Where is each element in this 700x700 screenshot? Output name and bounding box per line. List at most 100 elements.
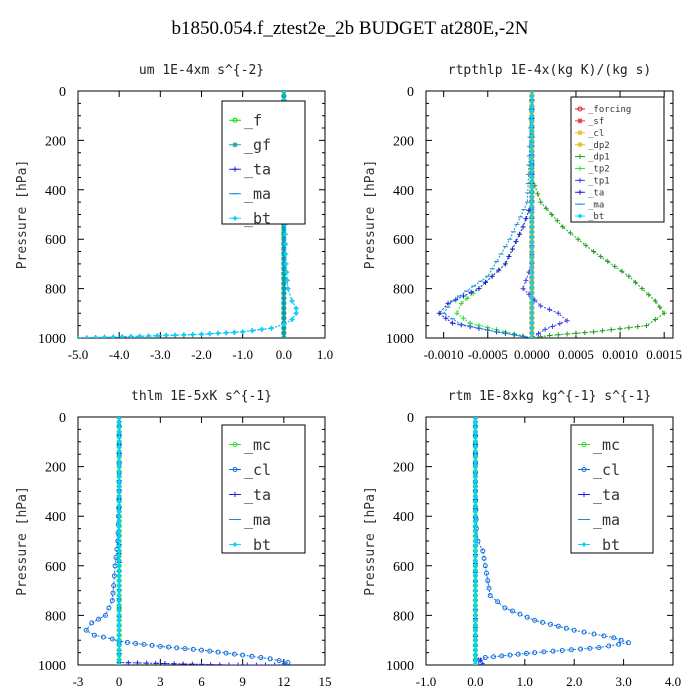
- x-tick-label: -3: [73, 674, 84, 689]
- data-point: [657, 304, 663, 310]
- legend-marker: [577, 189, 583, 195]
- data-point: [529, 133, 535, 139]
- data-point: [482, 563, 488, 569]
- chart-panel-3: thlm 1E-5xK s^{-1} Pressure [hPa] 0 200 400 6…: [15, 389, 332, 689]
- data-point: [529, 229, 535, 235]
- series-line-ma: [442, 91, 533, 338]
- data-point: [116, 478, 122, 484]
- data-point: [591, 631, 597, 637]
- data-point: [564, 318, 570, 324]
- y-tick-label: 600: [45, 233, 66, 248]
- legend-marker: [577, 142, 583, 148]
- data-point: [596, 645, 602, 651]
- data-point: [472, 642, 478, 648]
- data-point: [529, 310, 535, 316]
- data-point: [110, 334, 116, 338]
- legend-marker: [581, 467, 587, 472]
- data-point: [259, 326, 265, 332]
- data-point: [526, 207, 532, 213]
- data-point: [529, 174, 535, 180]
- data-point: [116, 419, 122, 425]
- legend-label: _ta: [588, 188, 604, 198]
- data-point: [529, 275, 535, 281]
- data-point: [146, 333, 152, 338]
- data-point: [472, 528, 478, 534]
- x-tick-label: 4.0: [665, 674, 681, 689]
- x-tick-label: 0.0: [276, 347, 292, 362]
- data-point: [293, 305, 299, 311]
- page-title: b1850.054.f_ztest2e_2b BUDGET at280E,-2N: [171, 18, 529, 39]
- data-point: [550, 648, 556, 654]
- data-point: [174, 645, 180, 651]
- x-tick-label: 0.0: [467, 674, 483, 689]
- data-point: [116, 449, 122, 455]
- legend-label: _ta: [593, 486, 620, 504]
- x-tick-label: -1.0: [232, 347, 253, 362]
- data-point: [529, 264, 535, 270]
- data-point: [116, 424, 122, 430]
- data-point: [472, 498, 478, 504]
- data-point: [541, 649, 547, 655]
- data-point: [281, 662, 287, 665]
- data-point: [509, 608, 515, 614]
- data-point: [199, 331, 204, 337]
- data-point: [523, 277, 529, 283]
- x-tick-label: 2.0: [566, 674, 582, 689]
- data-point: [472, 627, 478, 633]
- chart-panel-2: rtpthlp 1E-4x(kg K)/(kg s) Pressure [hPa]…: [363, 63, 682, 362]
- data-point: [529, 169, 535, 175]
- data-point: [605, 258, 611, 264]
- data-point: [284, 277, 290, 283]
- data-point: [529, 194, 535, 200]
- legend-marker: [232, 142, 238, 148]
- legend-label: _ma: [244, 185, 271, 203]
- legend-label: _sf: [588, 117, 604, 127]
- y-axis-label: Pressure [hPa]: [363, 486, 378, 596]
- data-point: [472, 617, 478, 623]
- data-point: [549, 212, 555, 217]
- data-point: [472, 662, 478, 665]
- data-point: [555, 623, 561, 629]
- data-point: [472, 469, 478, 475]
- data-point: [529, 159, 535, 165]
- legend-marker: [232, 467, 238, 472]
- data-point: [472, 593, 478, 599]
- data-point: [472, 464, 478, 470]
- data-point: [263, 662, 269, 665]
- data-point: [116, 607, 122, 613]
- data-point: [189, 661, 195, 665]
- data-point: [529, 143, 535, 149]
- data-point: [529, 113, 535, 119]
- data-point: [529, 184, 535, 190]
- y-tick-label: 600: [45, 560, 66, 575]
- data-point: [529, 164, 535, 170]
- data-point: [540, 619, 546, 625]
- data-point: [517, 231, 523, 237]
- data-point: [124, 639, 130, 645]
- y-tick-label: 1000: [38, 659, 66, 674]
- data-point: [581, 629, 587, 635]
- legend-label: _gf: [244, 136, 271, 154]
- data-point: [587, 645, 593, 651]
- data-point: [619, 268, 625, 274]
- data-point: [78, 335, 81, 338]
- data-point: [116, 578, 122, 584]
- data-point: [116, 588, 122, 594]
- data-point: [472, 538, 478, 544]
- data-point: [555, 310, 561, 316]
- data-point: [285, 660, 291, 665]
- legend-marker: [577, 130, 583, 136]
- data-point: [489, 273, 495, 279]
- data-point: [591, 249, 597, 255]
- series-line-bt: [78, 91, 297, 338]
- x-tick-label: 12: [277, 674, 290, 689]
- data-point: [480, 662, 486, 665]
- data-point: [472, 483, 478, 489]
- data-point: [111, 583, 117, 589]
- x-tick-label: -3.0: [150, 347, 171, 362]
- x-tick-label: 0.0000: [514, 347, 550, 362]
- data-point: [282, 231, 288, 237]
- data-point: [101, 334, 107, 338]
- y-tick-label: 800: [393, 609, 414, 624]
- data-point: [116, 568, 122, 574]
